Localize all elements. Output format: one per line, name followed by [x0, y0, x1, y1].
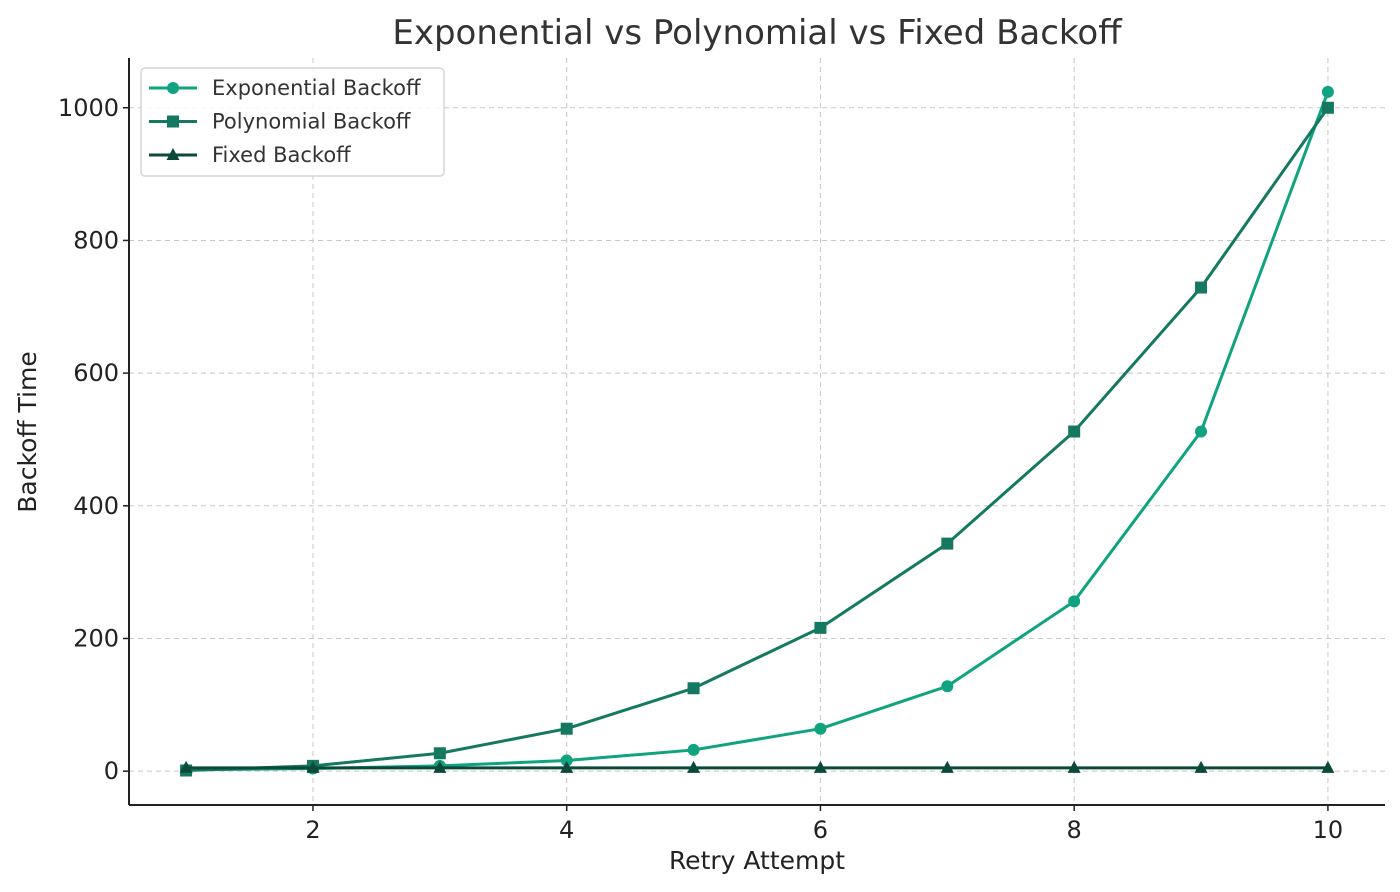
exponential-backoff-point	[1068, 595, 1081, 608]
polynomial-backoff-point	[1195, 281, 1208, 294]
legend-item-exponential-backoff: Exponential Backoff	[149, 76, 421, 100]
polynomial-backoff-series	[180, 101, 1334, 777]
legend-swatch-marker	[167, 82, 179, 94]
polynomial-backoff-point	[560, 722, 573, 735]
legend: Exponential Backoff Polynomial Backoff Fix…	[140, 67, 445, 177]
fixed-backoff-point	[433, 760, 447, 773]
legend-swatch-marker	[166, 148, 180, 160]
x-tick-label: 6	[813, 816, 828, 844]
exponential-backoff-point	[1321, 85, 1334, 98]
y-tick-label: 400	[73, 492, 119, 520]
fixed-backoff-point	[687, 760, 701, 773]
legend-label: Fixed Backoff	[212, 143, 351, 167]
exponential-backoff-point	[814, 722, 827, 735]
y-axis-label: Backoff Time	[13, 351, 42, 512]
fixed-backoff-point	[306, 760, 320, 773]
polynomial-backoff-point	[1321, 101, 1334, 114]
exponential-backoff-point	[941, 680, 954, 693]
legend-swatch-marker	[167, 115, 179, 128]
fixed-backoff-point	[813, 760, 827, 773]
x-tick-label: 8	[1067, 816, 1082, 844]
y-tick-label: 600	[73, 359, 119, 387]
polynomial-backoff-point	[687, 682, 700, 695]
fixed-backoff-point	[560, 760, 574, 773]
fixed-backoff-point	[1321, 760, 1335, 773]
y-tick-label: 800	[73, 226, 119, 254]
exponential-backoff-point	[560, 754, 573, 767]
legend-item-fixed-backoff: Fixed Backoff	[149, 143, 351, 167]
fixed-backoff-series	[179, 760, 1335, 773]
exponential-backoff-line	[186, 91, 1330, 772]
exponential-backoff-point	[687, 743, 700, 756]
polynomial-backoff-point	[814, 621, 827, 634]
x-tick-label: 10	[1313, 816, 1344, 844]
exponential-backoff-series	[180, 85, 1334, 776]
polynomial-backoff-point	[941, 537, 954, 550]
series-layer	[179, 85, 1335, 777]
chart-title: Exponential vs Polynomial vs Fixed Backo…	[392, 13, 1123, 53]
fixed-backoff-point	[1067, 760, 1081, 773]
legend-item-polynomial-backoff: Polynomial Backoff	[149, 110, 411, 134]
polynomial-backoff-point	[433, 747, 446, 760]
fixed-backoff-point	[940, 760, 954, 773]
polynomial-backoff-line	[186, 106, 1330, 773]
x-tick-label: 4	[559, 816, 574, 844]
polynomial-backoff-point	[1068, 425, 1081, 438]
x-axis-label: Retry Attempt	[669, 846, 845, 875]
legend-box	[140, 67, 445, 177]
y-tick-label: 200	[73, 624, 119, 652]
x-tick-label: 2	[305, 816, 320, 844]
legend-label: Polynomial Backoff	[212, 110, 411, 134]
fixed-backoff-point	[179, 760, 193, 773]
axes-layer: 2 4 6 8 10 0 200 400 600 800 1000	[58, 58, 1385, 844]
exponential-backoff-point	[1195, 425, 1208, 438]
y-tick-label: 1000	[58, 94, 119, 122]
y-tick-label: 0	[104, 757, 119, 785]
fixed-backoff-point	[1194, 760, 1208, 773]
legend-label: Exponential Backoff	[212, 76, 421, 100]
